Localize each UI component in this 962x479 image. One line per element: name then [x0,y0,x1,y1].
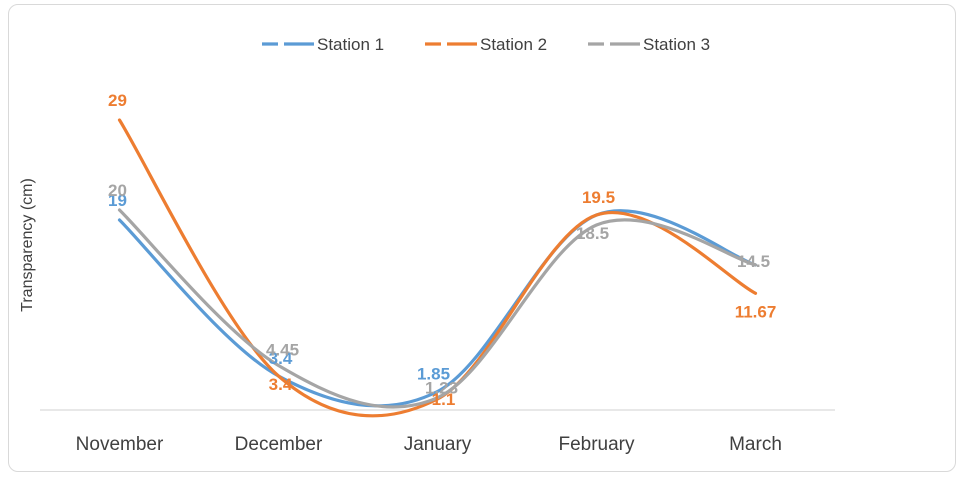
y-axis-title: Transparency (cm) [19,178,36,312]
chart-frame [8,4,956,472]
data-label: 1.1 [432,390,456,409]
legend-item-3: Station 3 [588,35,710,54]
x-tick-label: January [404,434,472,455]
legend-label: Station 3 [643,35,710,54]
x-tick-label: February [558,434,635,455]
data-label: 18.5 [576,224,609,243]
x-tick-label: March [729,434,782,455]
data-label: 4.45 [266,341,299,360]
legend-label: Station 1 [317,35,384,54]
data-label: 20 [108,181,127,200]
x-tick-label: November [76,434,164,455]
legend-item-1: Station 1 [262,35,384,54]
series-line-1 [117,209,758,408]
data-label: 3.4 [269,349,293,368]
data-label: 29 [108,91,127,110]
series-lines [117,118,758,418]
legend: Station 1 Station 2 Station 3 [262,35,710,54]
data-label: 14.5 [737,252,770,271]
data-label: 1.85 [417,365,450,384]
data-labels: 19 3.4 1.85 29 3.4 1.1 19.5 11.67 20 4.45 1.23 18.5… [108,91,776,409]
legend-label: Station 2 [480,35,547,54]
legend-item-2: Station 2 [425,35,547,54]
data-label: 19.5 [582,188,615,207]
data-label: 3.4 [269,375,293,394]
series-line-3 [117,208,758,409]
data-label: 11.67 [735,302,777,321]
data-label: 1.23 [425,379,458,398]
x-axis-ticks: November December January February March [76,434,782,455]
data-label: 19 [108,191,127,210]
x-tick-label: December [235,434,323,455]
